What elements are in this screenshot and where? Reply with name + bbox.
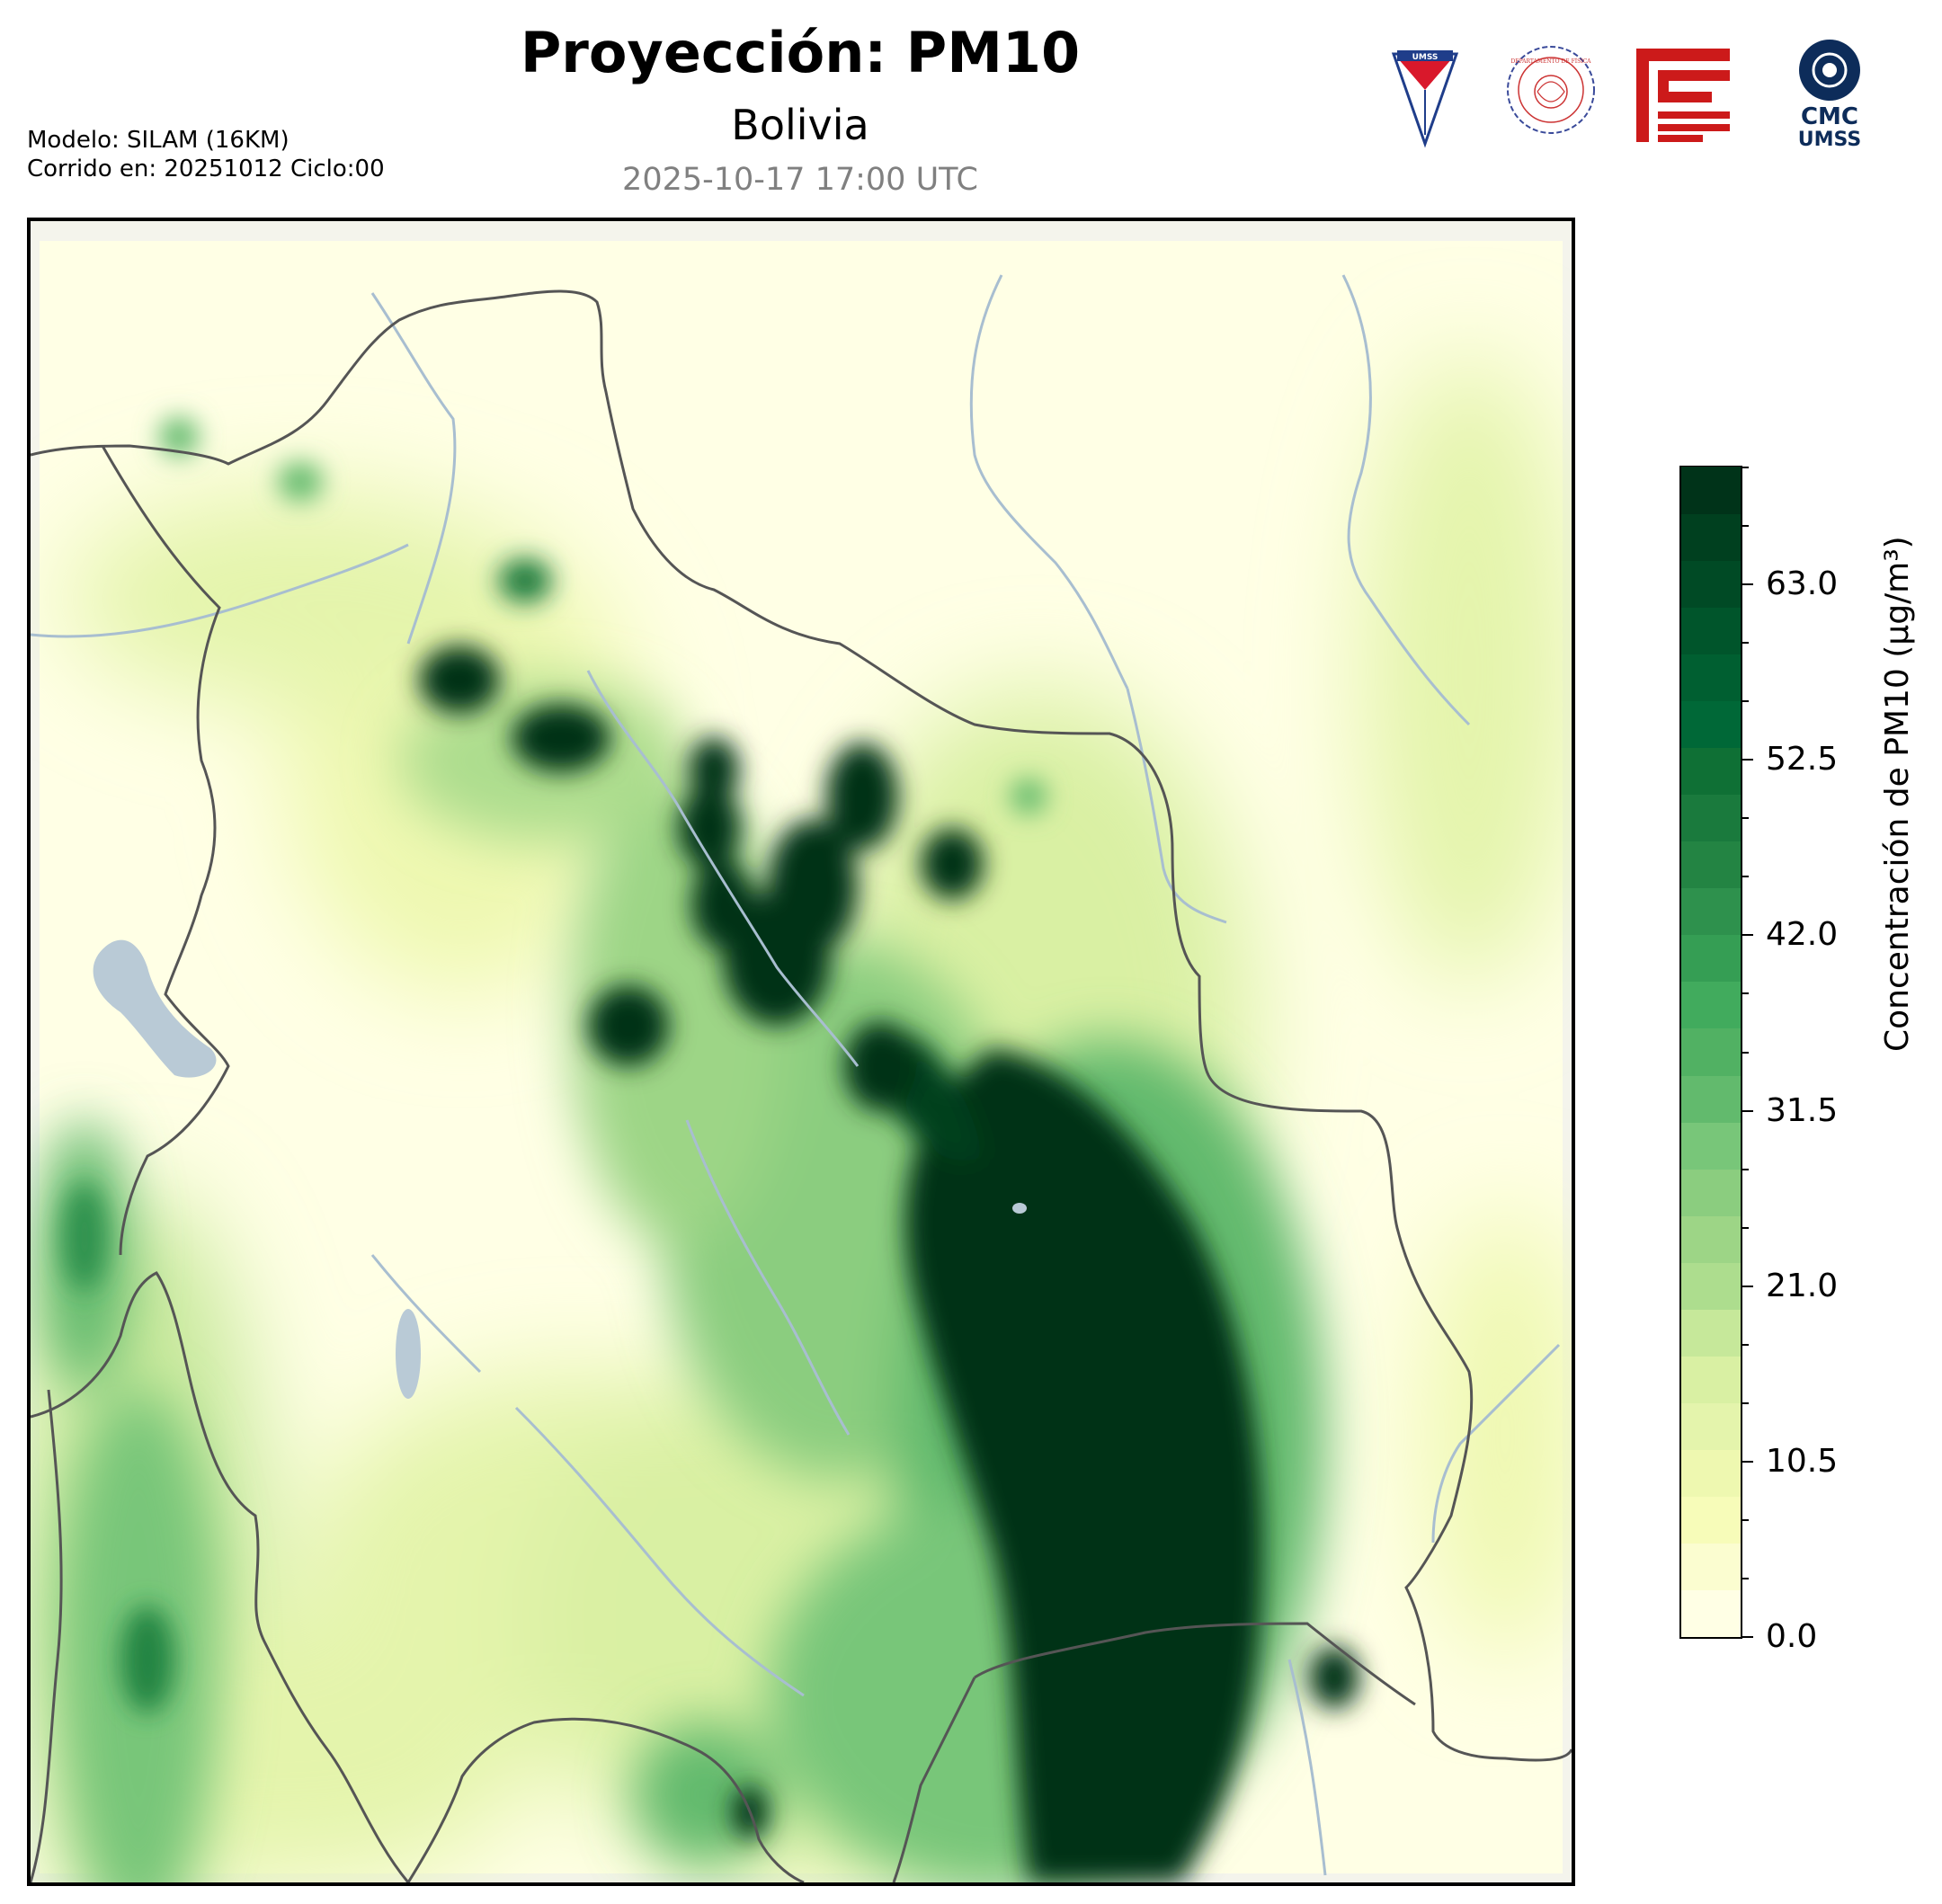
colorbar-step bbox=[1681, 513, 1741, 562]
colorbar-step bbox=[1681, 560, 1741, 609]
lakes bbox=[93, 939, 1027, 1399]
colorbar-minor-tick bbox=[1742, 1518, 1749, 1521]
high-concentration-plume bbox=[62, 417, 1359, 1882]
colorbar-step bbox=[1681, 1074, 1741, 1123]
cmc-logo-line2: UMSS bbox=[1798, 129, 1861, 151]
colorbar-step bbox=[1681, 981, 1741, 1029]
chart-title: Proyección: PM10 bbox=[520, 20, 1081, 85]
umss-logo-text: UMSS bbox=[1412, 53, 1439, 62]
model-run: Corrido en: 20251012 Ciclo:00 bbox=[27, 156, 385, 182]
logo-bar: UMSS DEPARTAMENTO DE FÍSICA CMC UMSS bbox=[1385, 36, 1888, 153]
colorbar-minor-tick bbox=[1742, 1168, 1749, 1170]
fisica-seal-logo: DEPARTAMENTO DE FÍSICA bbox=[1507, 46, 1595, 134]
colorbar-tick-label: 21.0 bbox=[1766, 1267, 1839, 1304]
colorbar-step bbox=[1681, 1401, 1741, 1450]
colorbar-minor-tick bbox=[1742, 1343, 1749, 1346]
cmc-umss-logo: CMC UMSS bbox=[1798, 40, 1861, 151]
colorbar-major-tick bbox=[1742, 1285, 1753, 1287]
colorbar-step bbox=[1681, 1214, 1741, 1263]
colorbar-tick-label: 42.0 bbox=[1766, 916, 1839, 954]
colorbar-minor-tick bbox=[1742, 1051, 1749, 1054]
colorbar-step bbox=[1681, 1121, 1741, 1170]
colorbar-step bbox=[1681, 1542, 1741, 1590]
colorbar-minor-tick bbox=[1742, 992, 1749, 995]
colorbar-minor-tick bbox=[1742, 642, 1749, 645]
colorbar-minor-tick bbox=[1742, 817, 1749, 820]
colorbar-step bbox=[1681, 607, 1741, 655]
colorbar-minor-tick bbox=[1742, 1401, 1749, 1404]
colorbar-step bbox=[1681, 1448, 1741, 1497]
colorbar-step bbox=[1681, 747, 1741, 796]
colorbar-major-tick bbox=[1742, 934, 1753, 937]
colorbar-tick-label: 0.0 bbox=[1766, 1618, 1818, 1655]
fisica-logo-text: DEPARTAMENTO DE FÍSICA bbox=[1510, 58, 1591, 65]
model-name: Modelo: SILAM (16KM) bbox=[27, 127, 290, 154]
colorbar-tick-label: 10.5 bbox=[1766, 1442, 1839, 1480]
rivers bbox=[31, 274, 1561, 1876]
country-borders bbox=[31, 289, 1572, 1882]
colorbar-major-tick bbox=[1742, 1636, 1753, 1638]
forecast-datetime: 2025-10-17 17:00 UTC bbox=[622, 162, 978, 198]
colorbar-step bbox=[1681, 794, 1741, 842]
colorbar-step bbox=[1681, 467, 1741, 515]
cmc-logo-line1: CMC bbox=[1801, 103, 1858, 130]
colorbar-major-tick bbox=[1742, 759, 1753, 761]
colorbar-step bbox=[1681, 934, 1741, 983]
colorbar-step bbox=[1681, 1261, 1741, 1310]
colorbar-major-tick bbox=[1742, 1460, 1753, 1463]
colorbar-tick-label: 52.5 bbox=[1766, 741, 1839, 779]
colorbar-minor-tick bbox=[1742, 467, 1749, 468]
red-building-logo bbox=[1636, 49, 1730, 142]
colorbar-minor-tick bbox=[1742, 876, 1749, 878]
umss-shield-logo: UMSS bbox=[1391, 50, 1459, 148]
model-info: Modelo: SILAM (16KM) Corrido en: 2025101… bbox=[27, 126, 385, 183]
colorbar-step bbox=[1681, 1308, 1741, 1357]
colorbar-minor-tick bbox=[1742, 525, 1749, 528]
colorbar-tick-label: 63.0 bbox=[1766, 565, 1839, 603]
colorbar-step bbox=[1681, 700, 1741, 749]
region-subtitle: Bolivia bbox=[731, 101, 869, 149]
colorbar bbox=[1679, 466, 1742, 1639]
colorbar-tick-label: 31.5 bbox=[1766, 1091, 1839, 1129]
colorbar-step bbox=[1681, 1355, 1741, 1403]
colorbar-step bbox=[1681, 841, 1741, 889]
colorbar-major-tick bbox=[1742, 1109, 1753, 1112]
colorbar-step bbox=[1681, 887, 1741, 936]
colorbar-minor-tick bbox=[1742, 1577, 1749, 1579]
colorbar-step bbox=[1681, 654, 1741, 702]
pm10-map bbox=[27, 218, 1575, 1886]
colorbar-minor-tick bbox=[1742, 700, 1749, 703]
colorbar-label: Concentración de PM10 (µg/m³) bbox=[1879, 536, 1916, 1052]
colorbar-step bbox=[1681, 1588, 1741, 1637]
map-canvas bbox=[31, 241, 1572, 1882]
colorbar-step bbox=[1681, 1495, 1741, 1544]
colorbar-major-tick bbox=[1742, 583, 1753, 586]
colorbar-step bbox=[1681, 1168, 1741, 1216]
colorbar-minor-tick bbox=[1742, 1226, 1749, 1229]
colorbar-step bbox=[1681, 1028, 1741, 1076]
